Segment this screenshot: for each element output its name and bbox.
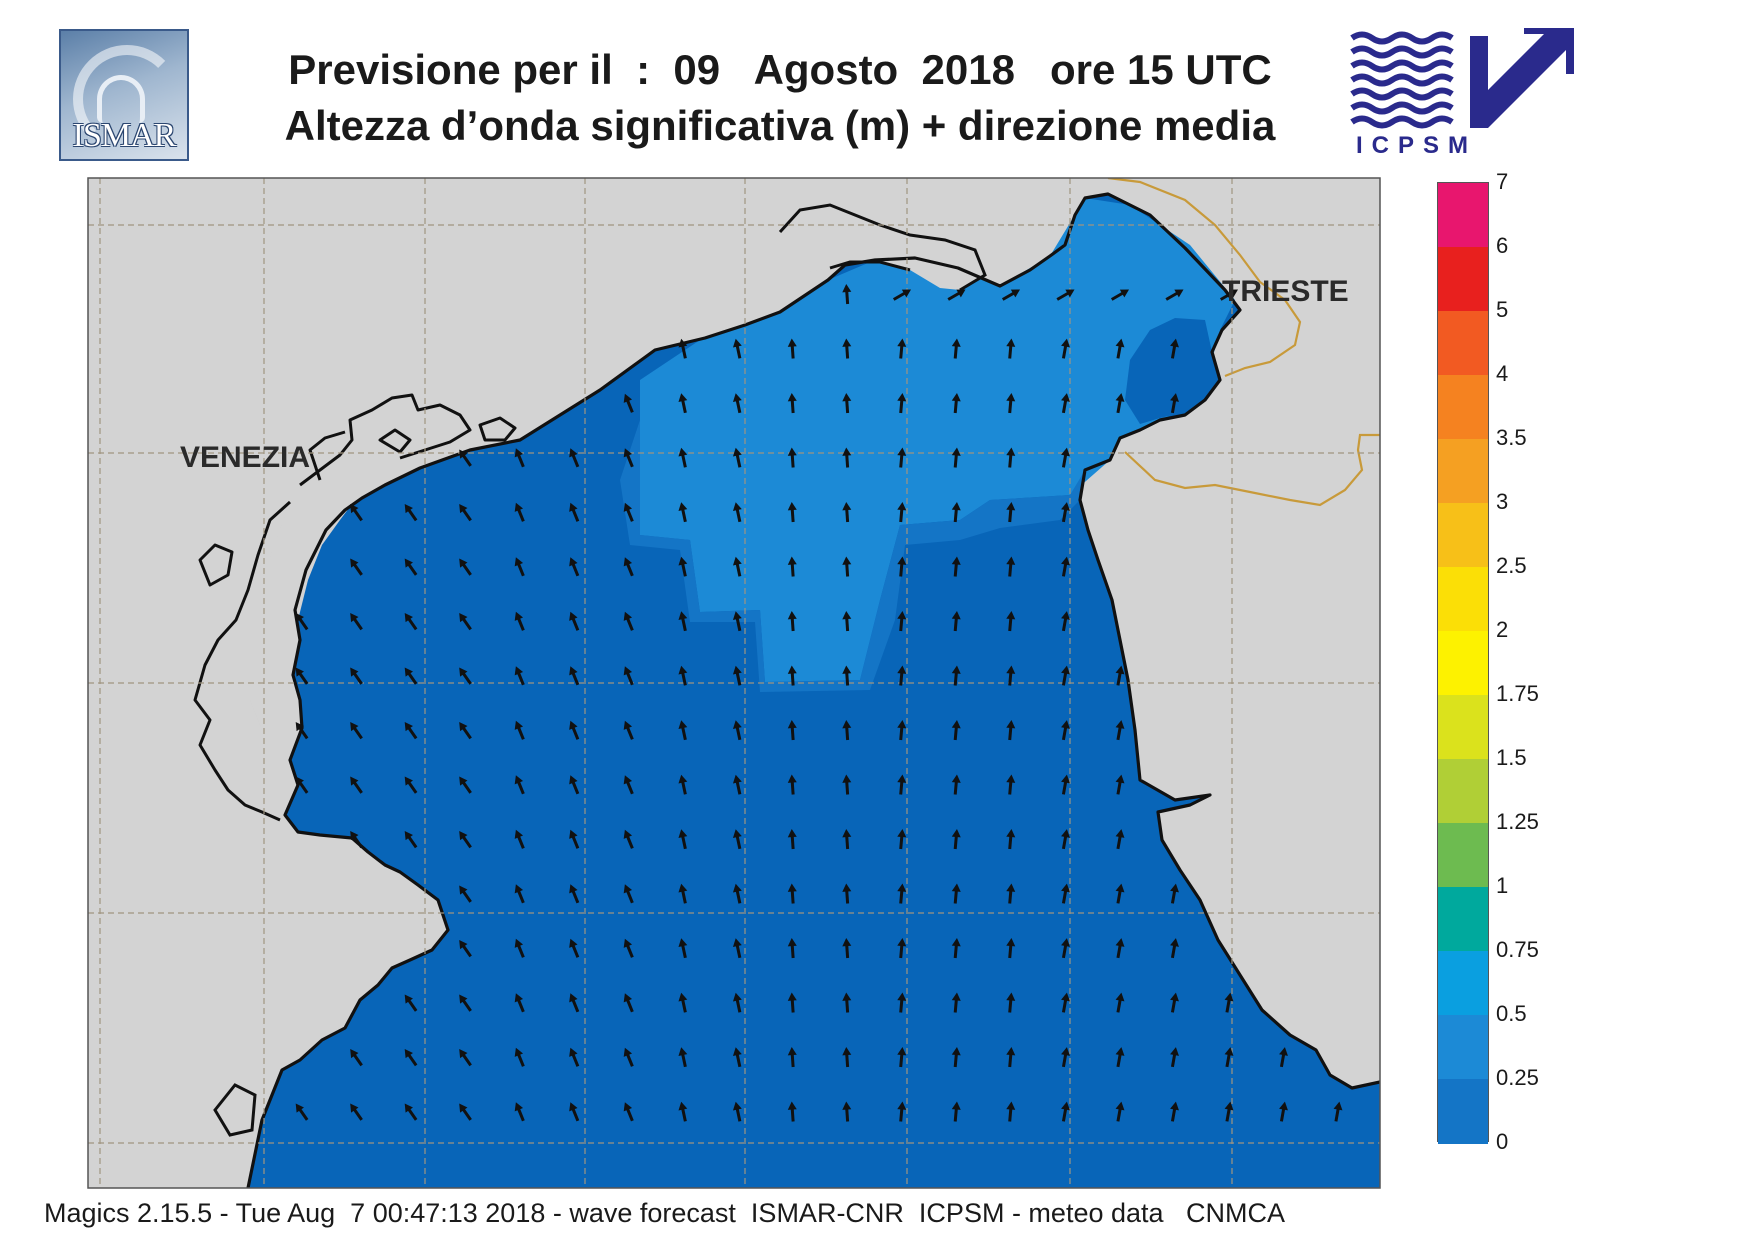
colorbar-tick-label: 5 (1496, 297, 1509, 322)
city-label-venezia: VENEZIA (180, 441, 310, 474)
colorbar-tick-label: 0.75 (1496, 937, 1539, 962)
city-label-trieste: TRIESTE (1222, 275, 1349, 308)
variable-title: Altezza d’onda significativa (m) + direz… (284, 102, 1276, 149)
venice-lagoon-outline (193, 393, 517, 822)
colorbar-segment (1438, 823, 1488, 888)
country-border (1107, 178, 1380, 507)
sea-band-05-075 (640, 198, 1235, 682)
colorbar-segment (1438, 759, 1488, 824)
graticule (88, 178, 1380, 1188)
icpsm-logo-text: ICPSM (1356, 132, 1478, 159)
trieste-bay-pocket (1125, 318, 1220, 424)
colorbar-segment (1438, 439, 1488, 504)
colorbar (1437, 182, 1489, 1144)
colorbar-tick-label: 2.5 (1496, 553, 1527, 578)
colorbar-tick-label: 1 (1496, 873, 1509, 898)
lagoon-islands (780, 205, 985, 290)
colorbar-tick-label: 1.5 (1496, 745, 1527, 770)
colorbar-segment (1438, 567, 1488, 632)
colorbar-tick-label: 0 (1496, 1129, 1509, 1154)
forecast-date-title: Previsione per il : 09 Agosto 2018 ore 1… (288, 46, 1272, 93)
colorbar-tick-label: 1.75 (1496, 681, 1539, 706)
colorbar-tick-label: 1.25 (1496, 809, 1539, 834)
colorbar-segment (1438, 951, 1488, 1016)
colorbar-tick-label: 6 (1496, 233, 1509, 258)
venice-lagoon-land (248, 400, 470, 730)
colorbar-tick-label: 7 (1496, 169, 1509, 194)
colorbar-tick-label: 2 (1496, 617, 1509, 642)
coastline (246, 192, 1380, 1188)
ismar-swirl-icon (73, 45, 181, 153)
colorbar-segment (1438, 631, 1488, 696)
colorbar-segment (1438, 375, 1488, 440)
colorbar-segment (1438, 503, 1488, 568)
colorbar-segment (1438, 247, 1488, 312)
colorbar-segment (1438, 695, 1488, 760)
colorbar-tick-label: 4 (1496, 361, 1509, 386)
colorbar-segment (1438, 887, 1488, 952)
northern-lagoon-outline (778, 203, 987, 292)
colorbar-tick-label: 0.25 (1496, 1065, 1539, 1090)
colorbar-tick-label: 3 (1496, 489, 1509, 514)
icpsm-logo: ICPSM (1348, 28, 1588, 160)
ismar-logo: ISMAR (59, 29, 189, 161)
ismar-mark-icon (97, 75, 145, 123)
islet-outline (213, 1083, 257, 1137)
colorbar-segment (1438, 1015, 1488, 1080)
map-frame (87, 177, 1381, 1189)
colorbar-segment (1438, 183, 1488, 248)
colorbar-tick-label: 0.5 (1496, 1001, 1527, 1026)
ismar-logo-text: ISMAR (72, 117, 177, 154)
colorbar-tick-label: 3.5 (1496, 425, 1527, 450)
icpsm-waves-arrow-icon (1350, 28, 1574, 129)
colorbar-segment (1438, 1079, 1488, 1144)
colorbar-segment (1438, 311, 1488, 376)
footer-credits: Magics 2.15.5 - Tue Aug 7 00:47:13 2018 … (44, 1198, 1286, 1228)
